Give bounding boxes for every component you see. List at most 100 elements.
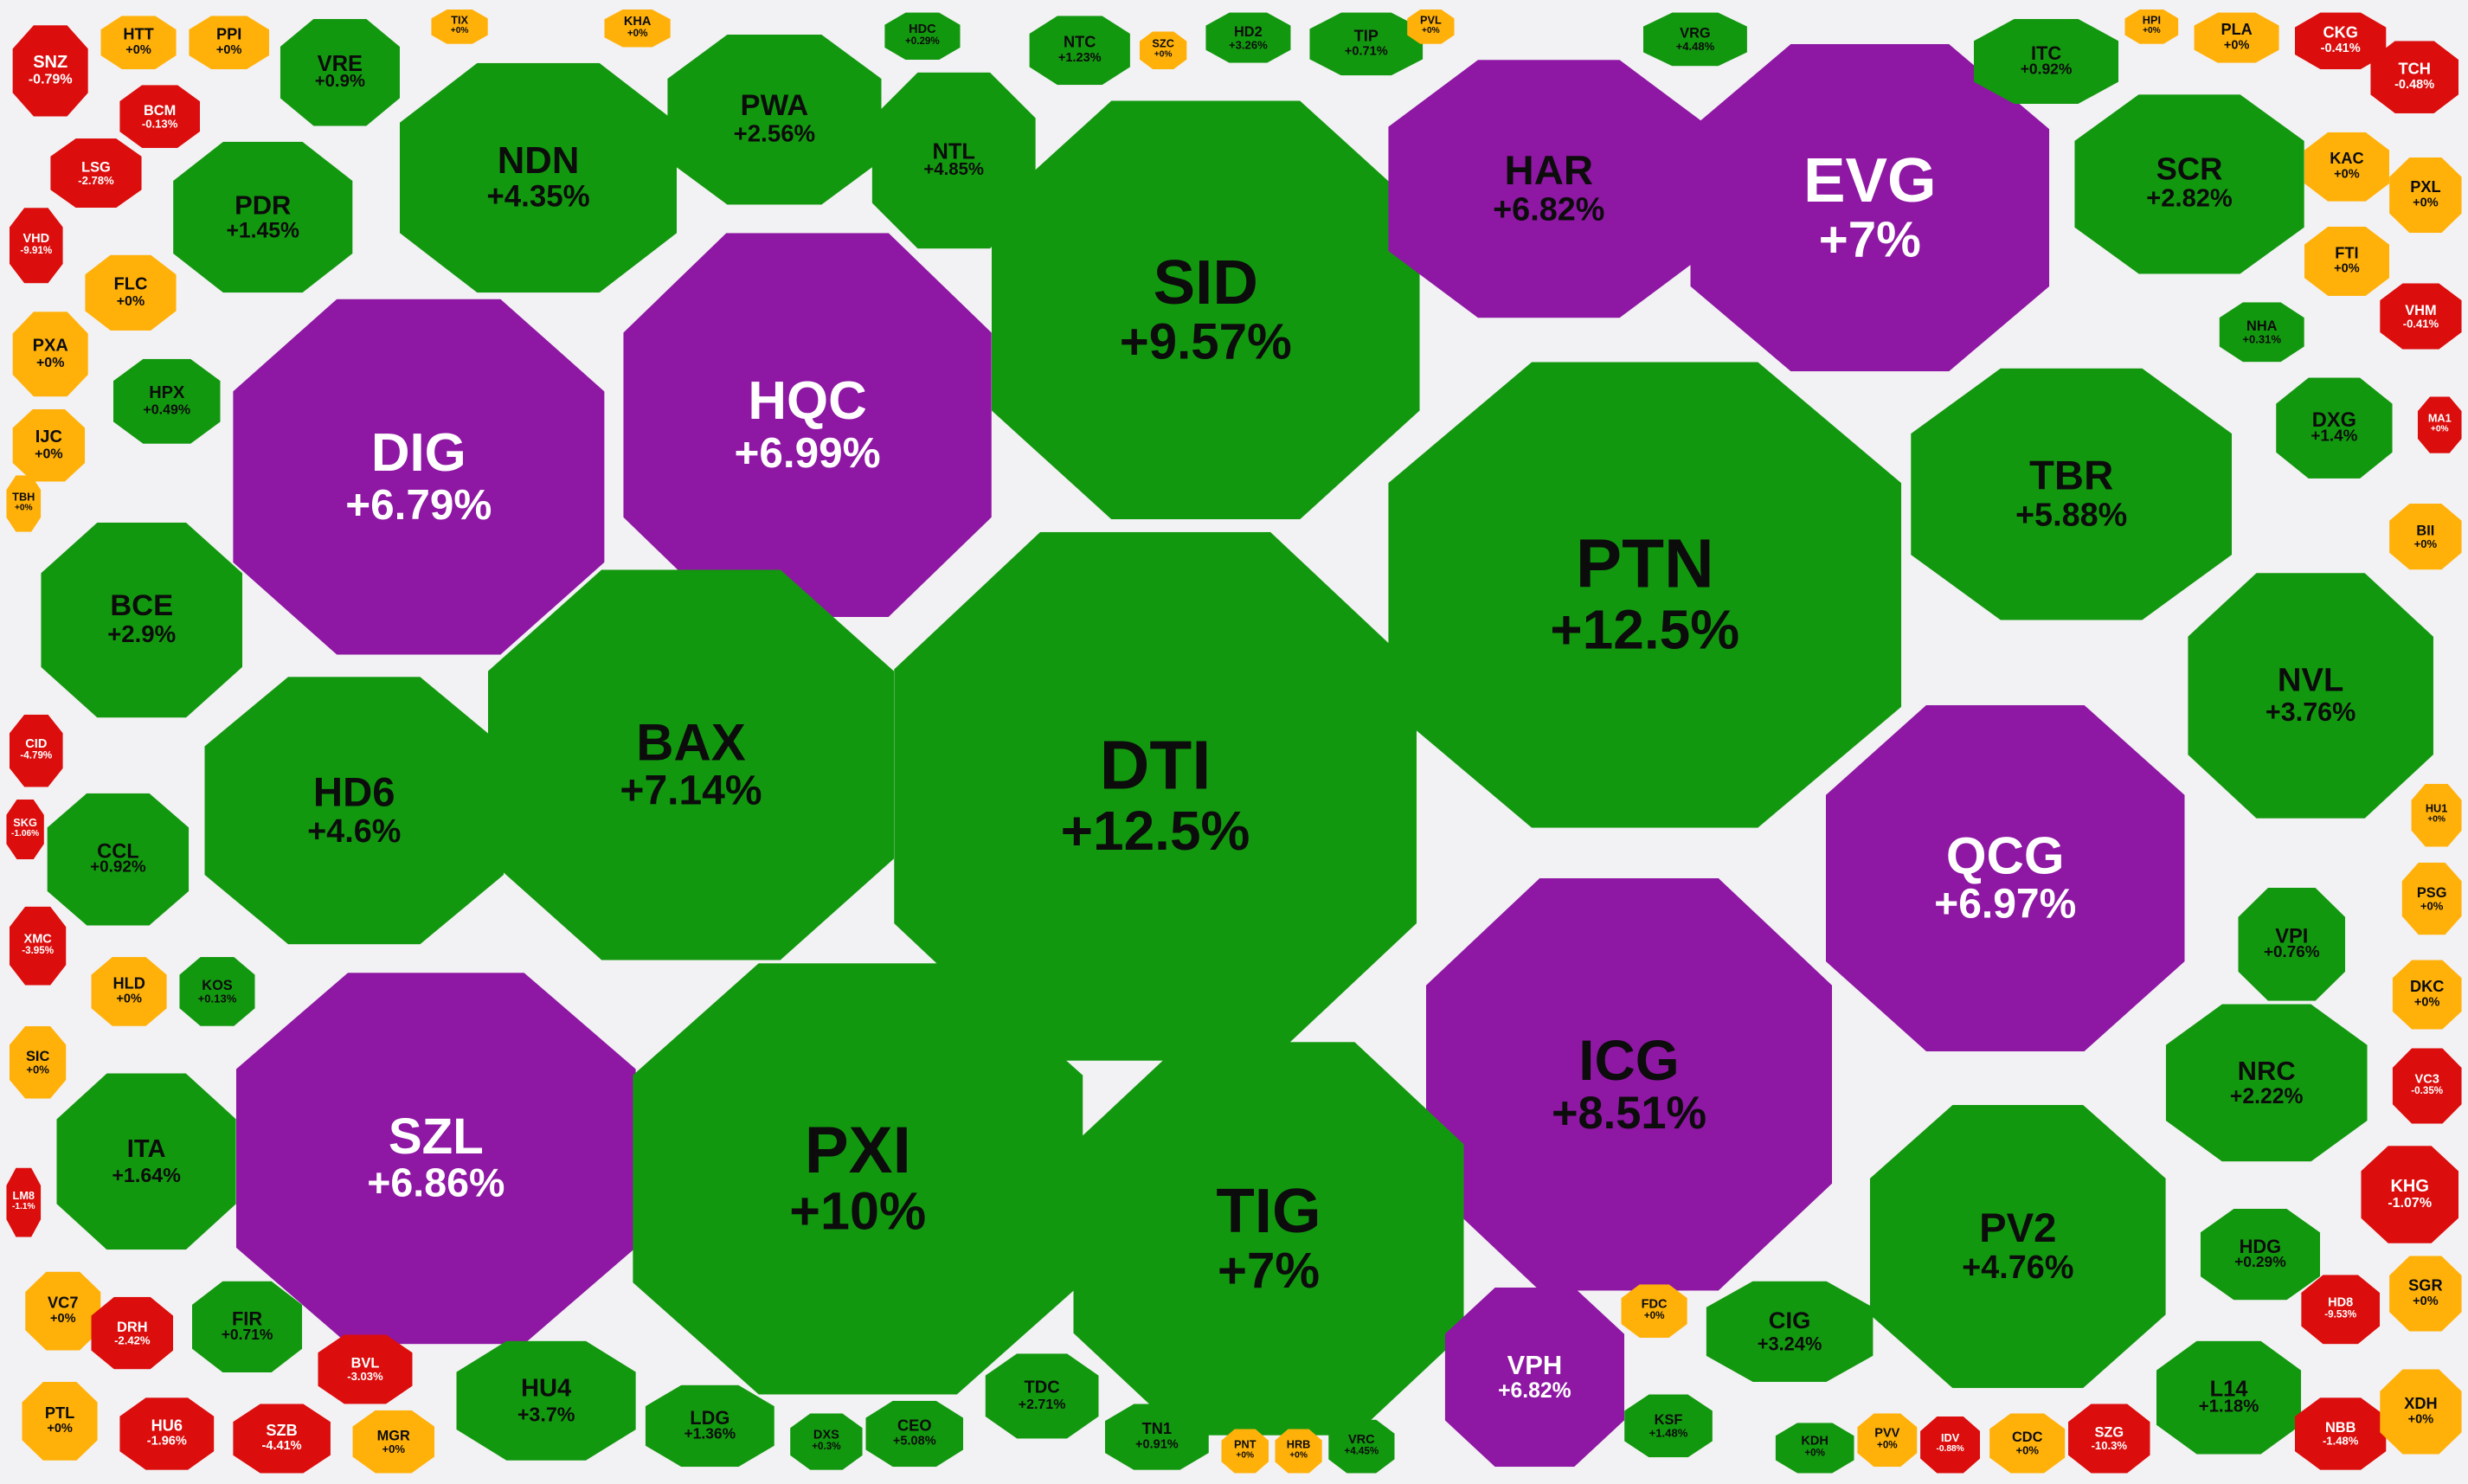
heatmap-cell-kos[interactable]: KOS +0.13%	[179, 956, 255, 1026]
heatmap-cell-bii[interactable]: BII +0%	[2389, 504, 2462, 570]
heatmap-cell-lsg[interactable]: LSG -2.78%	[50, 138, 142, 209]
heatmap-cell-cdc[interactable]: CDC +0%	[1989, 1413, 2066, 1474]
heatmap-cell-szl[interactable]: SZL +6.86%	[235, 973, 636, 1345]
heatmap-cell-pwa[interactable]: PWA +2.56%	[667, 35, 882, 205]
heatmap-cell-htt[interactable]: HTT +0%	[100, 16, 177, 70]
heatmap-cell-icg[interactable]: ICG +8.51%	[1425, 877, 1833, 1291]
heatmap-cell-pxa[interactable]: PXA +0%	[12, 312, 88, 397]
heatmap-cell-fdc[interactable]: FDC +0%	[1621, 1284, 1687, 1339]
heatmap-cell-cig[interactable]: CIG +3.24%	[1706, 1281, 1873, 1382]
heatmap-cell-tbr[interactable]: TBR +5.88%	[1911, 368, 2233, 620]
heatmap-cell-ksf[interactable]: KSF +1.48%	[1624, 1394, 1713, 1458]
heatmap-cell-vph[interactable]: VPH +6.82%	[1444, 1287, 1625, 1468]
heatmap-cell-tix[interactable]: TIX +0%	[431, 9, 488, 44]
heatmap-cell-hqc[interactable]: HQC +6.99%	[623, 233, 992, 618]
heatmap-cell-vpi[interactable]: VPI +0.76%	[2238, 887, 2346, 1001]
heatmap-cell-tig[interactable]: TIG +7%	[1073, 1042, 1464, 1436]
heatmap-cell-ceo[interactable]: CEO +5.08%	[865, 1400, 964, 1468]
heatmap-cell-ptn[interactable]: PTN +12.5%	[1388, 362, 1902, 828]
heatmap-cell-dxs[interactable]: DXS +0.3%	[790, 1413, 863, 1470]
heatmap-cell-mgr[interactable]: MGR +0%	[352, 1410, 435, 1474]
heatmap-cell-xmc[interactable]: XMC -3.95%	[9, 906, 67, 986]
heatmap-cell-pxl[interactable]: PXL +0%	[2389, 157, 2462, 234]
heatmap-cell-ijc[interactable]: IJC +0%	[12, 408, 86, 482]
heatmap-cell-itc[interactable]: ITC +0.92%	[1973, 18, 2119, 105]
heatmap-cell-hpx[interactable]: HPX +0.49%	[112, 358, 221, 444]
heatmap-cell-kac[interactable]: KAC +0%	[2304, 132, 2390, 202]
heatmap-cell-szb[interactable]: SZB -4.41%	[233, 1404, 331, 1474]
heatmap-cell-pvl[interactable]: PVL +0%	[1407, 9, 1455, 44]
heatmap-cell-hpi[interactable]: HPI +0%	[2124, 9, 2179, 44]
heatmap-cell-tbh[interactable]: TBH +0%	[6, 475, 42, 532]
heatmap-cell-khg[interactable]: KHG -1.07%	[2361, 1146, 2459, 1243]
heatmap-cell-dkc[interactable]: DKC +0%	[2392, 960, 2462, 1030]
heatmap-cell-kha[interactable]: KHA +0%	[604, 9, 671, 48]
heatmap-cell-bce[interactable]: BCE +2.9%	[41, 522, 243, 718]
heatmap-cell-hd2[interactable]: HD2 +3.26%	[1205, 12, 1291, 63]
heatmap-cell-hld[interactable]: HLD +0%	[91, 956, 167, 1026]
heatmap-cell-cid[interactable]: CID -4.79%	[9, 714, 63, 787]
heatmap-cell-hd6[interactable]: HD6 +4.6%	[204, 677, 505, 945]
heatmap-cell-drh[interactable]: DRH -2.42%	[91, 1296, 174, 1370]
heatmap-cell-ppi[interactable]: PPI +0%	[189, 16, 270, 70]
heatmap-cell-bax[interactable]: BAX +7.14%	[487, 569, 895, 960]
heatmap-cell-vhd[interactable]: VHD -9.91%	[9, 208, 63, 284]
heatmap-cell-ita[interactable]: ITA +1.64%	[56, 1073, 236, 1250]
heatmap-cell-vre[interactable]: VRE +0.9%	[280, 18, 400, 126]
heatmap-cell-vc3[interactable]: VC3 -0.35%	[2392, 1048, 2462, 1124]
heatmap-cell-fir[interactable]: FIR +0.71%	[191, 1281, 303, 1373]
heatmap-cell-pv2[interactable]: PV2 +4.76%	[1869, 1104, 2166, 1389]
heatmap-cell-sgr[interactable]: SGR +0%	[2389, 1256, 2462, 1332]
heatmap-cell-nha[interactable]: NHA +0.31%	[2219, 302, 2304, 363]
heatmap-cell-kdh[interactable]: KDH +0%	[1775, 1423, 1854, 1474]
heatmap-cell-dti[interactable]: DTI +12.5%	[894, 531, 1417, 1061]
heatmap-cell-pla[interactable]: PLA +0%	[2194, 12, 2279, 63]
heatmap-cell-flc[interactable]: FLC +0%	[85, 254, 177, 331]
heatmap-cell-tdc[interactable]: TDC +2.71%	[985, 1353, 1099, 1439]
heatmap-cell-nrc[interactable]: NRC +2.22%	[2165, 1004, 2368, 1162]
heatmap-cell-bvl[interactable]: BVL -3.03%	[318, 1334, 413, 1404]
heatmap-cell-evg[interactable]: EVG +7%	[1690, 43, 2050, 372]
heatmap-cell-vrg[interactable]: VRG +4.48%	[1642, 12, 1747, 67]
heatmap-cell-ndn[interactable]: NDN +4.35%	[399, 62, 678, 293]
heatmap-cell-pdr[interactable]: PDR +1.45%	[173, 141, 353, 293]
heatmap-cell-hu4[interactable]: HU4 +3.7%	[456, 1340, 636, 1461]
heatmap-cell-idv[interactable]: IDV -0.88%	[1920, 1416, 1981, 1474]
heatmap-cell-nbb[interactable]: NBB -1.48%	[2294, 1397, 2387, 1470]
heatmap-cell-pvv[interactable]: PVV +0%	[1857, 1413, 1918, 1468]
heatmap-cell-scr[interactable]: SCR +2.82%	[2074, 94, 2304, 274]
heatmap-cell-tip[interactable]: TIP +0.71%	[1309, 12, 1424, 76]
heatmap-cell-hdc[interactable]: HDC +0.29%	[884, 12, 961, 61]
heatmap-cell-snz[interactable]: SNZ -0.79%	[12, 25, 88, 117]
heatmap-cell-l14[interactable]: L14 +1.18%	[2156, 1340, 2302, 1455]
heatmap-cell-ldg[interactable]: LDG +1.36%	[645, 1384, 774, 1468]
heatmap-cell-hu1[interactable]: HU1 +0%	[2411, 783, 2462, 847]
heatmap-cell-vrc[interactable]: VRC +4.45%	[1328, 1419, 1395, 1474]
heatmap-cell-psg[interactable]: PSG +0%	[2401, 862, 2462, 935]
heatmap-cell-dig[interactable]: DIG +6.79%	[233, 299, 605, 655]
heatmap-cell-szg[interactable]: SZG -10.3%	[2068, 1404, 2150, 1474]
heatmap-cell-ma1[interactable]: MA1 +0%	[2417, 396, 2462, 453]
heatmap-cell-ptl[interactable]: PTL +0%	[22, 1381, 98, 1461]
heatmap-cell-tn1[interactable]: TN1 +0.91%	[1104, 1404, 1209, 1470]
heatmap-cell-tch[interactable]: TCH -0.48%	[2370, 41, 2459, 113]
heatmap-cell-vc7[interactable]: VC7 +0%	[25, 1271, 101, 1351]
heatmap-cell-skg[interactable]: SKG -1.06%	[6, 799, 44, 860]
heatmap-cell-nvl[interactable]: NVL +3.76%	[2188, 573, 2433, 819]
heatmap-cell-qcg[interactable]: QCG +6.97%	[1825, 704, 2185, 1052]
heatmap-cell-pxi[interactable]: PXI +10%	[633, 963, 1083, 1395]
heatmap-cell-hdg[interactable]: HDG +0.29%	[2200, 1208, 2321, 1301]
heatmap-cell-ntc[interactable]: NTC +1.23%	[1029, 16, 1130, 86]
heatmap-cell-hd8[interactable]: HD8 -9.53%	[2301, 1275, 2381, 1345]
heatmap-cell-hrb[interactable]: HRB +0%	[1275, 1429, 1322, 1474]
heatmap-cell-ccl[interactable]: CCL +0.92%	[47, 793, 190, 926]
heatmap-cell-sic[interactable]: SIC +0%	[9, 1025, 67, 1099]
heatmap-cell-sid[interactable]: SID +9.57%	[991, 100, 1420, 520]
heatmap-cell-dxg[interactable]: DXG +1.4%	[2276, 377, 2393, 479]
heatmap-cell-fti[interactable]: FTI +0%	[2304, 226, 2390, 296]
heatmap-cell-lm8[interactable]: LM8 -1.1%	[6, 1167, 42, 1237]
heatmap-cell-hu6[interactable]: HU6 -1.96%	[119, 1397, 215, 1470]
heatmap-cell-har[interactable]: HAR +6.82%	[1388, 60, 1710, 318]
heatmap-cell-xdh[interactable]: XDH +0%	[2380, 1369, 2462, 1455]
heatmap-cell-vhm[interactable]: VHM -0.41%	[2380, 283, 2462, 350]
